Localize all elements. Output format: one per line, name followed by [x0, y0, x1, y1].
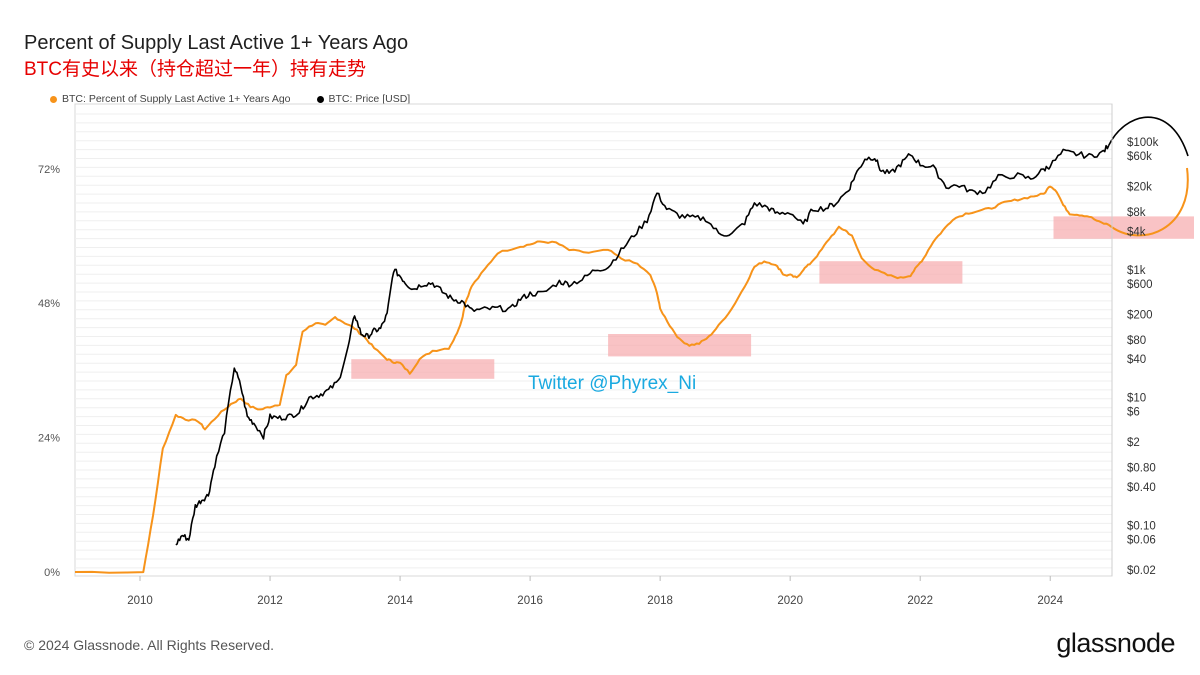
legend-dot-price — [316, 95, 324, 103]
y-left-tick-label: 72% — [38, 164, 60, 176]
x-tick-label: 2024 — [1037, 595, 1063, 607]
price-series-line — [175, 144, 1110, 546]
axes: 0% 24% 48% 72% $0.02 $0.06 $0.10 $0.40 $0.80 $2 $6… — [38, 104, 1159, 607]
legend-item-price[interactable]: BTC: Price [USD] — [316, 93, 411, 105]
highlight-zone — [1053, 216, 1194, 239]
y-right-tick-label: $8k — [1127, 207, 1146, 219]
y-right-tick-label: $600 — [1127, 279, 1153, 291]
legend-item-supply[interactable]: BTC: Percent of Supply Last Active 1+ Ye… — [50, 93, 291, 105]
x-tick-label: 2018 — [647, 595, 673, 607]
y-right-tick-label: $60k — [1127, 151, 1152, 163]
legend-label-price: BTC: Price [USD] — [328, 93, 411, 105]
y-right-tick-label: $20k — [1127, 182, 1152, 194]
chart-subtitle: BTC有史以来（持仓超过一年）持有走势 — [24, 59, 367, 80]
y-right-tick-label: $1k — [1127, 265, 1146, 277]
legend-dot-supply — [50, 95, 57, 103]
y-right-tick-label: $0.02 — [1127, 565, 1156, 577]
grid — [74, 103, 1113, 577]
x-tick-label: 2010 — [127, 595, 153, 607]
y-right-tick-label: $0.10 — [1127, 520, 1156, 532]
y-left-tick-label: 0% — [44, 567, 60, 579]
y-right-tick-label: $10 — [1127, 393, 1146, 405]
chart-title: Percent of Supply Last Active 1+ Years A… — [24, 32, 409, 54]
y-left-tick-label: 48% — [38, 298, 60, 310]
y-right-tick-label: $2 — [1127, 437, 1140, 449]
y-right-tick-label: $0.40 — [1127, 482, 1156, 494]
supply-series-line — [74, 185, 1110, 574]
y-right-tick-label: $0.80 — [1127, 463, 1156, 475]
supply-projection-curve — [1108, 167, 1189, 237]
y-right-tick-label: $6 — [1127, 407, 1140, 419]
y-right-tick-label: $80 — [1127, 335, 1146, 347]
highlight-zone — [351, 359, 495, 379]
x-tick-label: 2016 — [517, 595, 543, 607]
y-right-tick-label: $0.06 — [1127, 535, 1156, 547]
y-right-tick-label: $40 — [1127, 354, 1146, 366]
x-tick-label: 2012 — [257, 595, 283, 607]
highlight-zone — [819, 261, 963, 284]
watermark-text: Twitter @Phyrex_Ni — [528, 373, 696, 394]
legend: BTC: Percent of Supply Last Active 1+ Ye… — [50, 93, 410, 105]
series-lines — [74, 116, 1189, 574]
highlight-zone — [608, 334, 752, 357]
highlight-zones — [351, 216, 1194, 379]
y-right-tick-label: $4k — [1127, 226, 1146, 238]
brand-logo: glassnode — [1056, 628, 1175, 658]
y-right-tick-label: $100k — [1127, 137, 1159, 149]
y-right-tick-label: $200 — [1127, 309, 1153, 321]
price-projection-curve — [1107, 116, 1189, 157]
y-left-tick-label: 24% — [38, 433, 60, 445]
legend-label-supply: BTC: Percent of Supply Last Active 1+ Ye… — [62, 93, 291, 105]
x-tick-label: 2020 — [777, 595, 803, 607]
x-tick-label: 2014 — [387, 595, 413, 607]
copyright-text: © 2024 Glassnode. All Rights Reserved. — [24, 637, 275, 653]
x-tick-label: 2022 — [907, 595, 933, 607]
